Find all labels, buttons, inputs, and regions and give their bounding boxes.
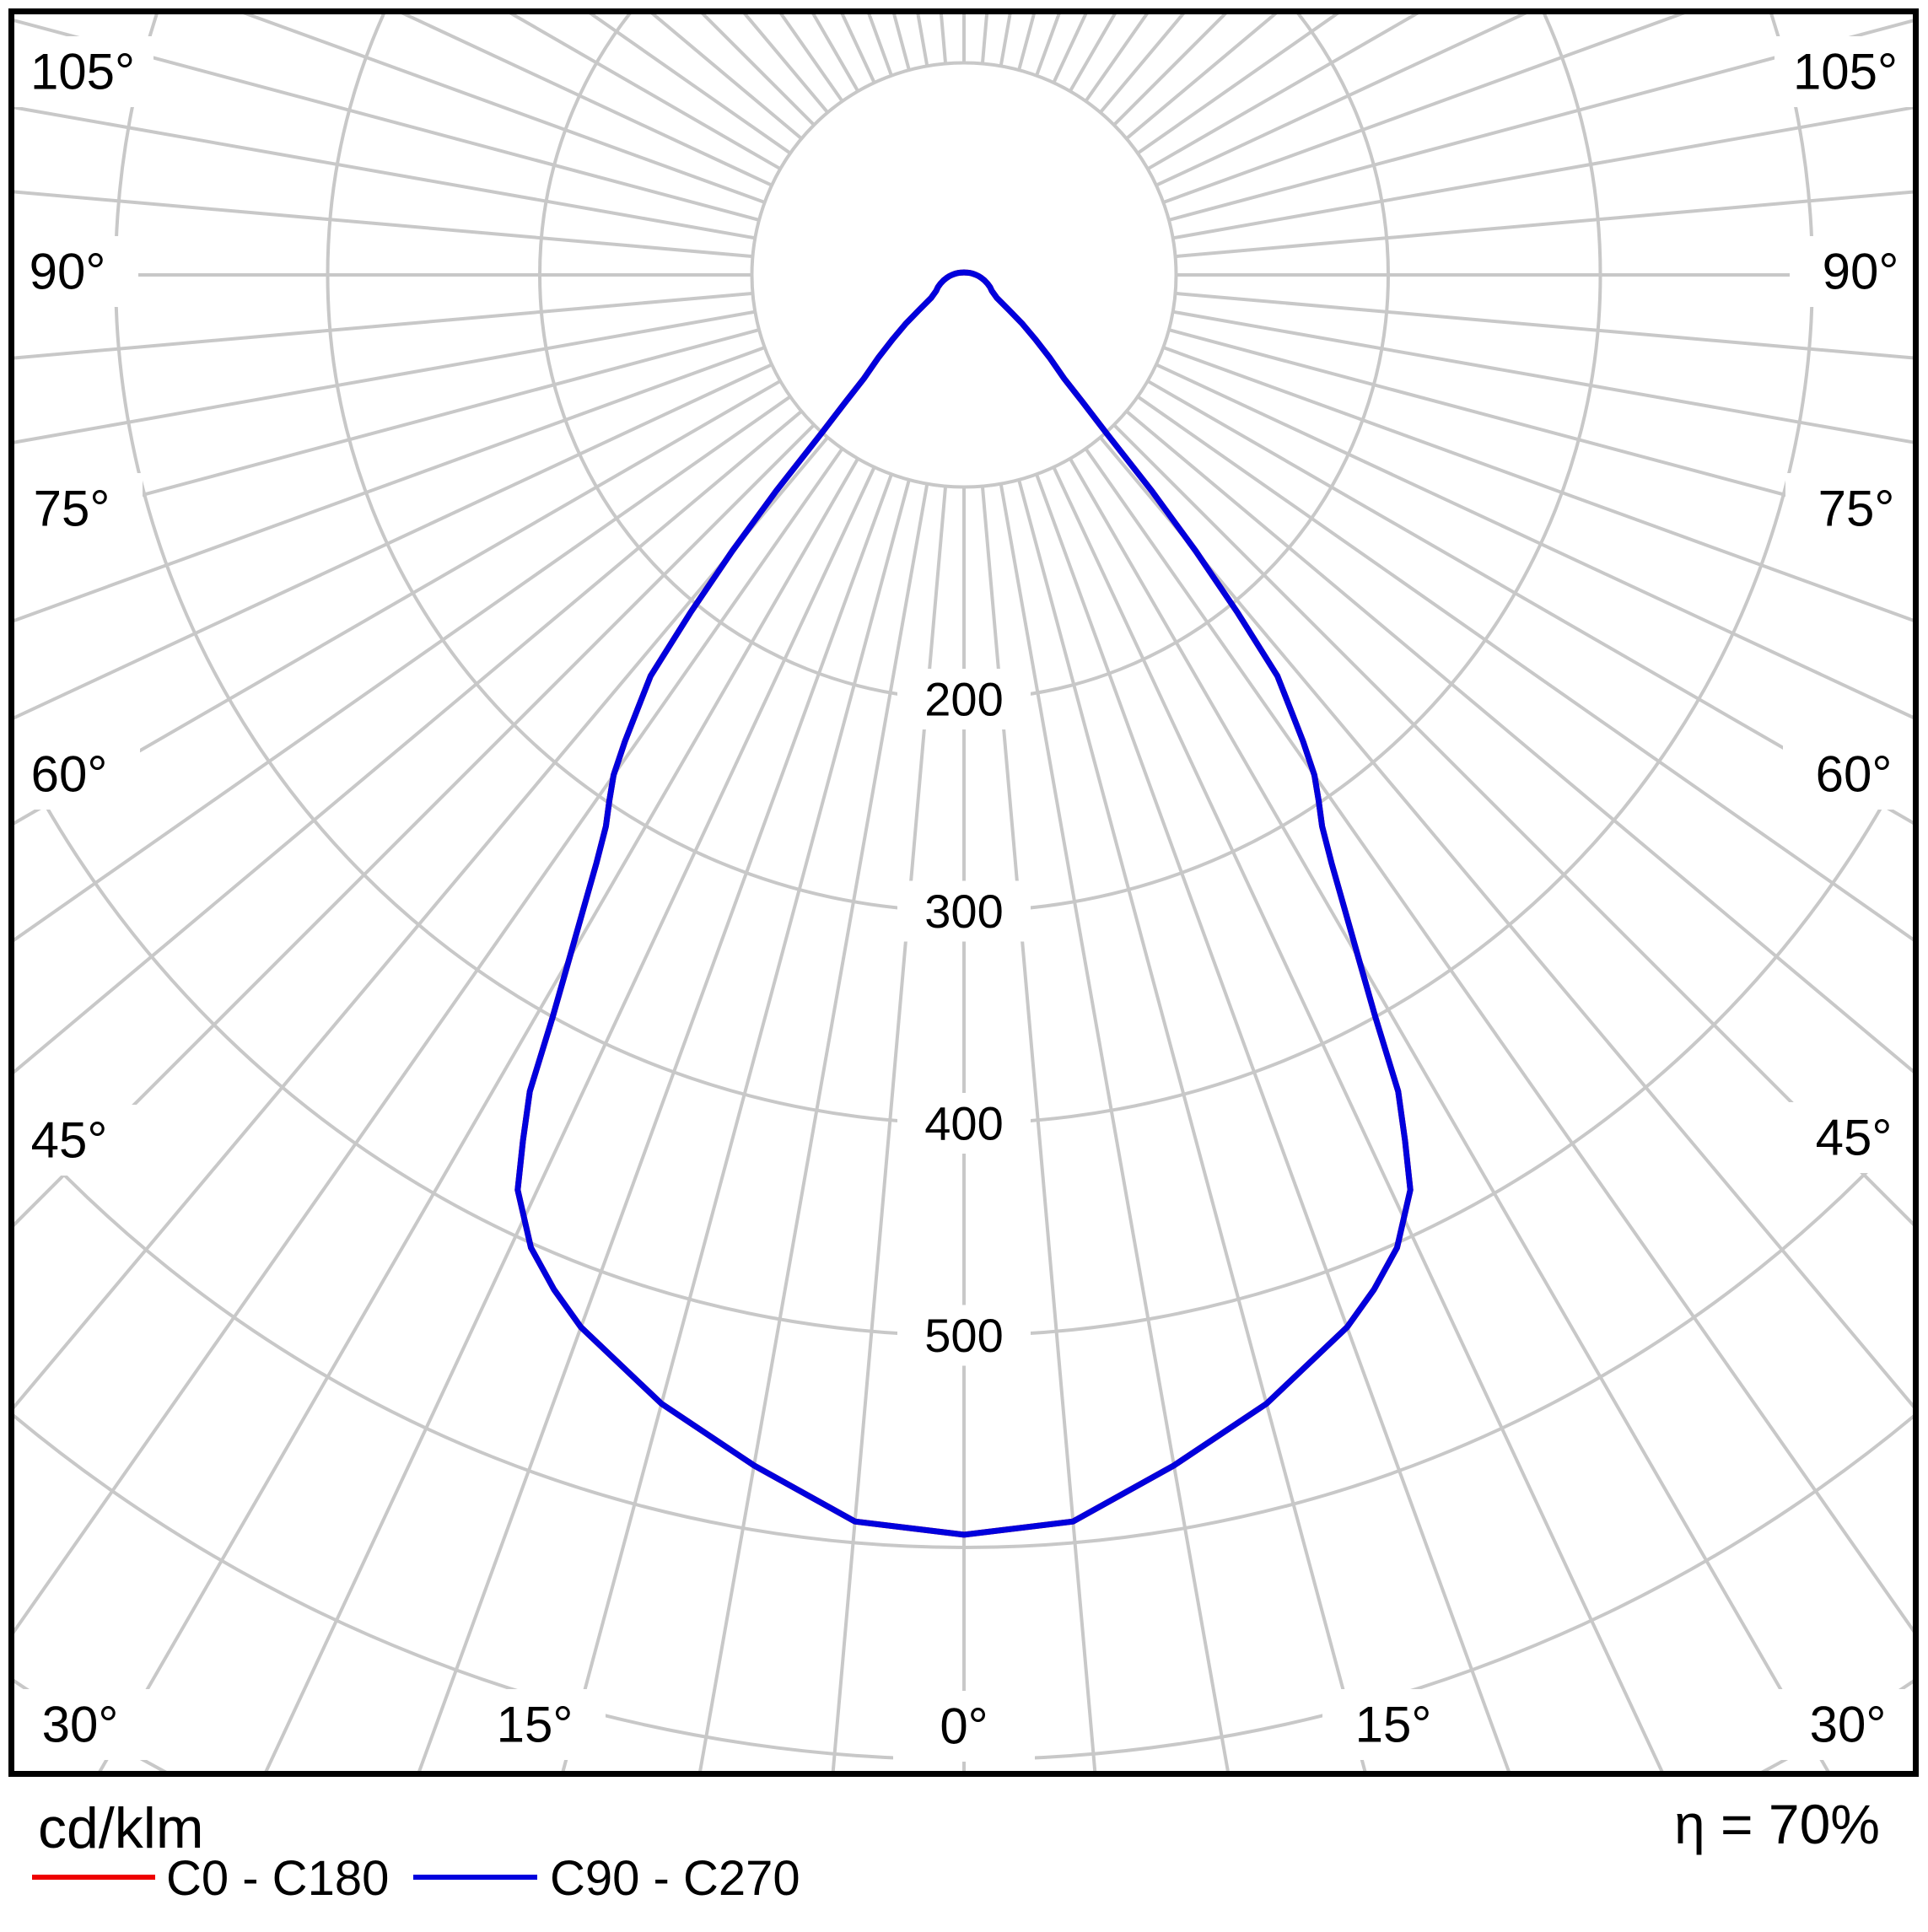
legend-label-c90-c270: C90 - C270: [550, 1854, 800, 1903]
svg-text:60°: 60°: [31, 746, 108, 803]
units-label: cd/klm: [38, 1800, 203, 1857]
efficiency-label: η = 70%: [1674, 1796, 1880, 1852]
svg-text:105°: 105°: [30, 44, 135, 100]
svg-text:45°: 45°: [31, 1112, 108, 1169]
svg-text:60°: 60°: [1816, 746, 1893, 803]
svg-text:200: 200: [924, 673, 1003, 726]
svg-text:30°: 30°: [42, 1697, 119, 1753]
svg-text:15°: 15°: [497, 1697, 574, 1753]
svg-text:400: 400: [924, 1097, 1003, 1150]
svg-text:75°: 75°: [34, 481, 110, 537]
svg-text:15°: 15°: [1355, 1697, 1432, 1753]
svg-text:30°: 30°: [1810, 1697, 1887, 1753]
svg-text:300: 300: [924, 885, 1003, 938]
svg-text:75°: 75°: [1818, 481, 1895, 537]
svg-text:0°: 0°: [940, 1698, 988, 1755]
svg-text:500: 500: [924, 1309, 1003, 1362]
legend-swatch-c0-c180: [32, 1875, 155, 1880]
svg-text:90°: 90°: [1823, 244, 1899, 300]
legend-swatch-c90-c270: [413, 1875, 537, 1880]
svg-text:105°: 105°: [1793, 44, 1898, 100]
svg-text:90°: 90°: [30, 244, 106, 300]
legend-label-c0-c180: C0 - C180: [166, 1854, 389, 1903]
svg-text:45°: 45°: [1816, 1110, 1893, 1166]
